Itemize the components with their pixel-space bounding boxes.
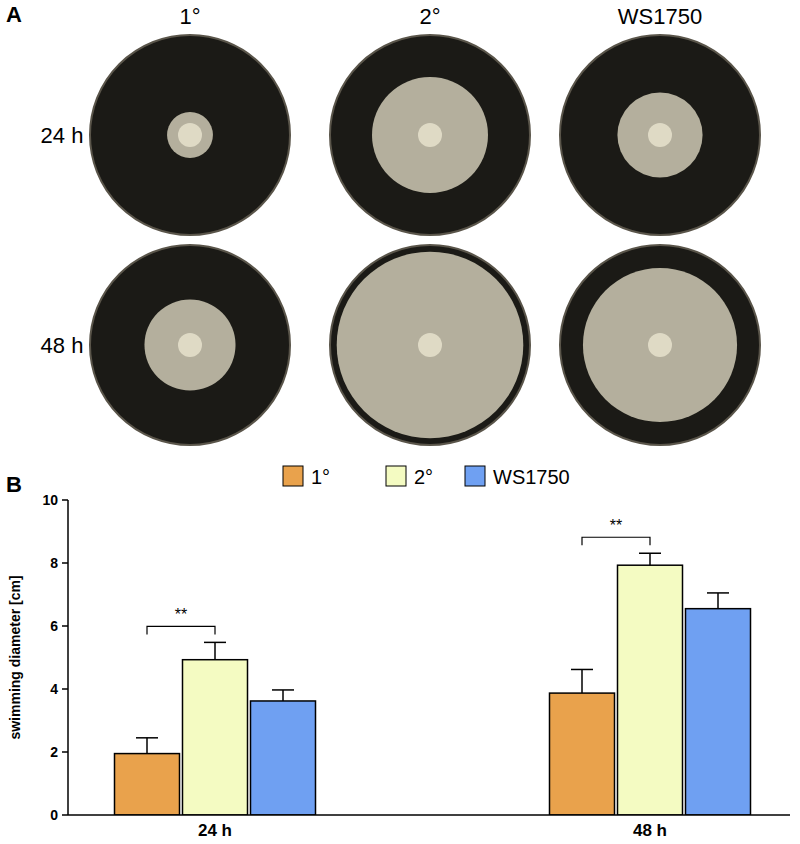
bar bbox=[618, 565, 683, 815]
figure: A B 1° 2° WS1750 24 h 48 h 1° 2° WS1750 swimming d… bbox=[0, 0, 800, 844]
x-tick-label: 24 h bbox=[198, 821, 232, 840]
y-tick-label: 4 bbox=[50, 681, 58, 697]
panel-label: B bbox=[6, 472, 22, 497]
bar bbox=[183, 660, 248, 815]
colony bbox=[372, 77, 488, 193]
y-axis-label: swimming diameter [cm] bbox=[7, 575, 23, 739]
error-bar bbox=[639, 553, 661, 565]
error-bar-cap bbox=[571, 669, 593, 671]
error-bar bbox=[204, 642, 226, 659]
bar bbox=[550, 693, 615, 815]
y-axis bbox=[67, 500, 69, 815]
error-bar-stem bbox=[282, 690, 284, 701]
inoculation-point bbox=[178, 333, 202, 357]
column-label: WS1750 bbox=[618, 4, 702, 29]
error-bar-stem bbox=[717, 593, 719, 609]
significance-label: ** bbox=[175, 606, 187, 623]
y-tick bbox=[62, 625, 68, 627]
legend-label: 1° bbox=[311, 466, 330, 488]
error-bar-cap bbox=[272, 689, 294, 691]
petri-dish bbox=[330, 245, 530, 445]
inoculation-point bbox=[418, 333, 442, 357]
significance-label: ** bbox=[610, 517, 622, 534]
y-tick-label: 0 bbox=[50, 807, 58, 823]
colony bbox=[167, 112, 213, 158]
inoculation-point bbox=[178, 123, 202, 147]
y-tick bbox=[62, 688, 68, 690]
legend-label: WS1750 bbox=[493, 466, 570, 488]
bar bbox=[686, 609, 751, 815]
significance-bracket bbox=[147, 626, 215, 634]
colony-group bbox=[372, 77, 488, 193]
row-label: 24 h bbox=[41, 123, 84, 148]
error-bar-cap bbox=[707, 592, 729, 594]
colony bbox=[337, 252, 524, 439]
colony-group bbox=[167, 112, 213, 158]
petri-dish bbox=[560, 245, 760, 445]
error-bar bbox=[707, 593, 729, 609]
legend-label: 2° bbox=[414, 466, 433, 488]
plot-area bbox=[115, 553, 751, 815]
petri-dish bbox=[560, 35, 760, 235]
bar bbox=[115, 754, 180, 815]
significance-bracket bbox=[582, 537, 650, 545]
colony bbox=[583, 268, 737, 422]
x-tick-label: 48 h bbox=[633, 821, 667, 840]
y-tick-label: 2 bbox=[50, 744, 58, 760]
y-tick-label: 8 bbox=[50, 555, 58, 571]
petri-dish bbox=[330, 35, 530, 235]
inoculation-point bbox=[648, 123, 672, 147]
colony-group bbox=[583, 268, 737, 422]
legend-swatch bbox=[465, 466, 485, 486]
error-bar-stem bbox=[581, 669, 583, 693]
column-label: 2° bbox=[419, 4, 440, 29]
colony bbox=[617, 92, 702, 177]
y-tick-label: 10 bbox=[42, 492, 58, 508]
error-bar-stem bbox=[214, 642, 216, 659]
error-bar bbox=[136, 738, 158, 754]
error-bar-cap bbox=[639, 552, 661, 554]
panel-label: A bbox=[6, 2, 22, 27]
bar bbox=[251, 701, 316, 815]
error-bar bbox=[571, 669, 593, 693]
y-tick bbox=[62, 499, 68, 501]
row-label: 48 h bbox=[41, 333, 84, 358]
error-bar-stem bbox=[146, 738, 148, 754]
error-bar-cap bbox=[136, 737, 158, 739]
inoculation-point bbox=[648, 333, 672, 357]
legend-swatch bbox=[386, 466, 406, 486]
colony bbox=[144, 299, 235, 390]
column-label: 1° bbox=[179, 4, 200, 29]
figure-root: A B 1° 2° WS1750 24 h 48 h 1° 2° WS1750 swimming d… bbox=[0, 0, 800, 844]
colony-group bbox=[617, 92, 702, 177]
inoculation-point bbox=[418, 123, 442, 147]
petri-dish bbox=[90, 245, 290, 445]
legend-swatch bbox=[283, 466, 303, 486]
y-tick bbox=[62, 562, 68, 564]
petri-dish bbox=[90, 35, 290, 235]
error-bar-stem bbox=[649, 553, 651, 565]
y-tick bbox=[62, 751, 68, 753]
error-bar-cap bbox=[204, 642, 226, 644]
x-axis bbox=[68, 814, 790, 816]
error-bar bbox=[272, 690, 294, 701]
colony-group bbox=[337, 252, 524, 439]
y-tick bbox=[62, 814, 68, 816]
colony-group bbox=[144, 299, 235, 390]
y-tick-label: 6 bbox=[50, 618, 58, 634]
